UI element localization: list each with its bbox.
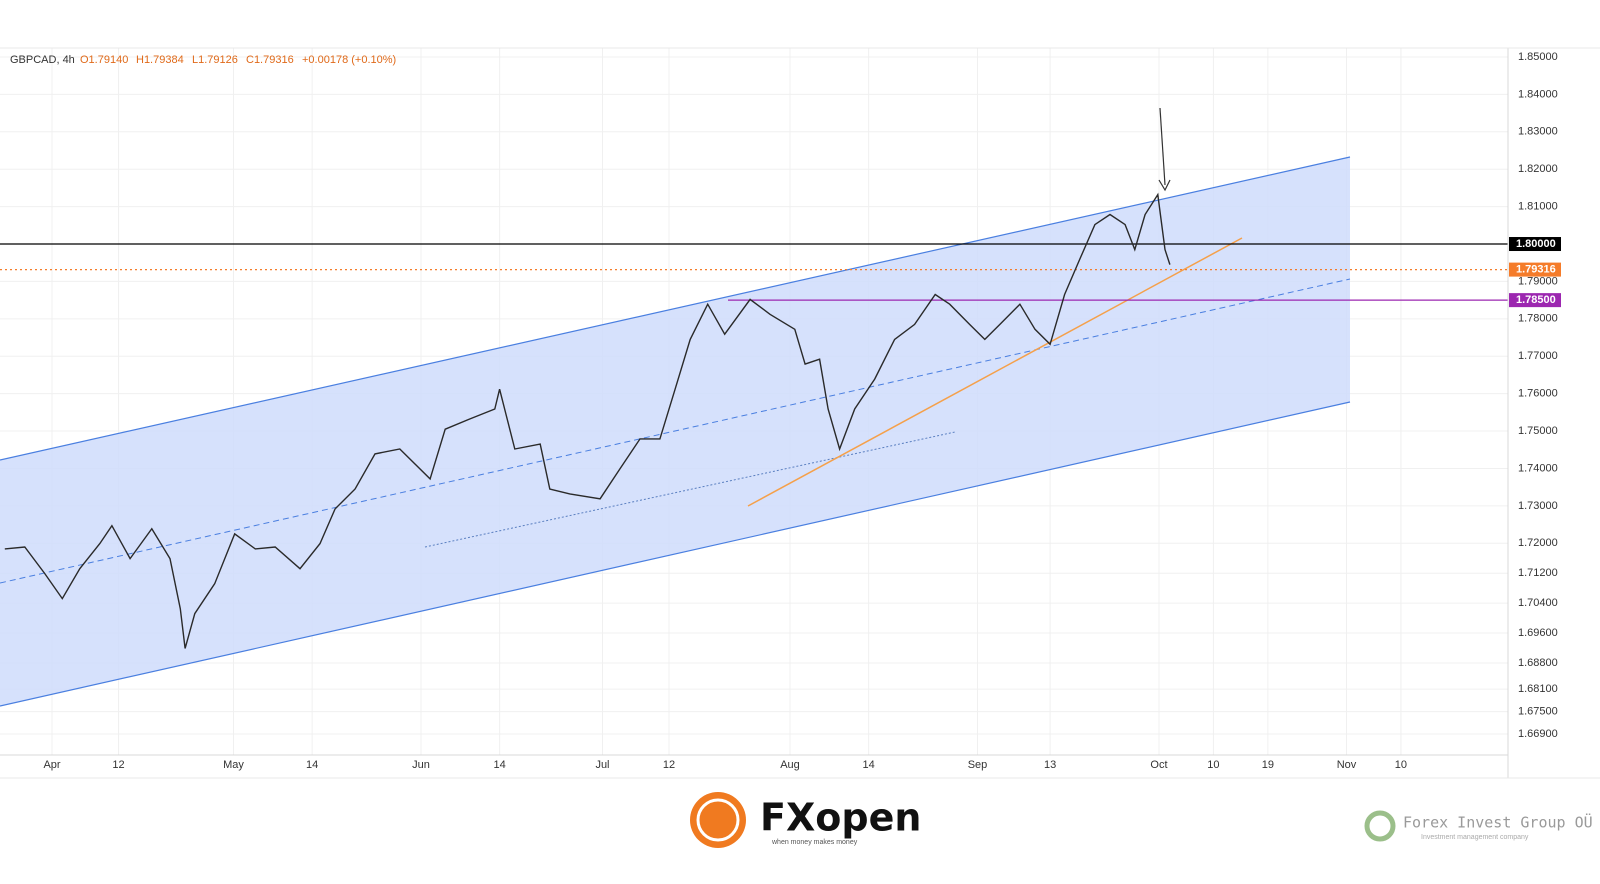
company-sub: Investment management company [1421,834,1529,841]
x-tick-label: 14 [863,759,875,771]
y-tick-label: 1.77000 [1518,350,1558,362]
y-tick-label: 1.71200 [1518,567,1558,579]
logo-ring [696,798,740,842]
x-tick-label: 19 [1262,759,1274,771]
price-line [4,192,1171,649]
y-tick-label: 1.76000 [1518,388,1558,400]
x-tick-label: Apr [43,759,60,771]
x-tick-label: 10 [1207,759,1219,771]
x-tick-label: Aug [780,759,800,771]
y-tick-label: 1.78000 [1518,313,1558,325]
x-tick-label: 13 [1044,759,1056,771]
footer: FXopen when money makes money Forex Inve… [690,792,1593,848]
y-tick-label: 1.69600 [1518,627,1558,639]
y-tick-label: 1.82000 [1518,163,1558,175]
x-tick-label: 14 [306,759,318,771]
axes: 1.85000 1.84000 1.83000 1.82000 1.81000 1.790… [43,51,1561,771]
y-tick-label: 1.68800 [1518,657,1558,669]
y-tick-label: 1.84000 [1518,88,1558,100]
x-tick-label: 12 [663,759,675,771]
y-tick-label: 1.85000 [1518,51,1558,63]
y-tick-label: 1.74000 [1518,462,1558,474]
level-label: 1.79316 [1516,264,1556,276]
level-label: 1.78500 [1516,294,1556,306]
arrow-head [1158,179,1171,192]
y-tick-label: 1.83000 [1518,126,1558,138]
y-tick-label: 1.73000 [1518,500,1558,512]
y-tick-label: 1.81000 [1518,201,1558,213]
company: Forex Invest Group OÜ [1403,813,1593,832]
change: +0.00178 (+0.10%) [302,54,396,66]
y-tick-label: 1.79000 [1518,275,1558,287]
close: C1.79316 [246,54,294,66]
level-tag [1509,293,1561,308]
x-tick-label: Jul [595,759,609,771]
legend: GBPCAD, 4h O1.79140 H1.79384 L1.79126 C1… [10,54,396,66]
tagline: when money makes money [771,839,858,846]
high: H1.79384 [136,54,184,66]
y-tick-label: 1.67500 [1518,706,1558,718]
channel-upper [0,156,1351,461]
level-tag [1509,237,1561,252]
x-tick-label: 14 [494,759,506,771]
x-tick-label: Sep [968,759,988,771]
x-tick-label: Jun [412,759,430,771]
arrow [1159,107,1166,186]
x-tick-label: 12 [112,759,124,771]
level-label: 1.80000 [1516,238,1556,250]
channel-mid [0,278,1351,584]
level-tag [1509,262,1561,277]
brand: FXopen [760,796,921,840]
x-tick-label: Nov [1337,759,1357,771]
x-tick-label: 10 [1395,759,1407,771]
x-tick-label: May [223,759,244,771]
y-tick-label: 1.75000 [1518,425,1558,437]
symbol: GBPCAD, 4h [10,54,75,66]
y-tick-label: 1.70400 [1518,597,1558,609]
y-tick-label: 1.66900 [1518,728,1558,740]
company-logo [1364,810,1396,842]
plot [0,192,1508,649]
x-tick-label: Oct [1150,759,1167,771]
open: O1.79140 [80,54,128,66]
low: L1.79126 [192,54,238,66]
orange-trend [747,237,1243,507]
y-tick-label: 1.72000 [1518,537,1558,549]
y-tick-label: 1.68100 [1518,683,1558,695]
channel-lower [0,401,1351,707]
